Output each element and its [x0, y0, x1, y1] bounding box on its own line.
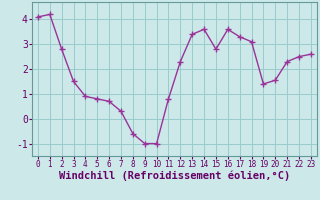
X-axis label: Windchill (Refroidissement éolien,°C): Windchill (Refroidissement éolien,°C) [59, 171, 290, 181]
